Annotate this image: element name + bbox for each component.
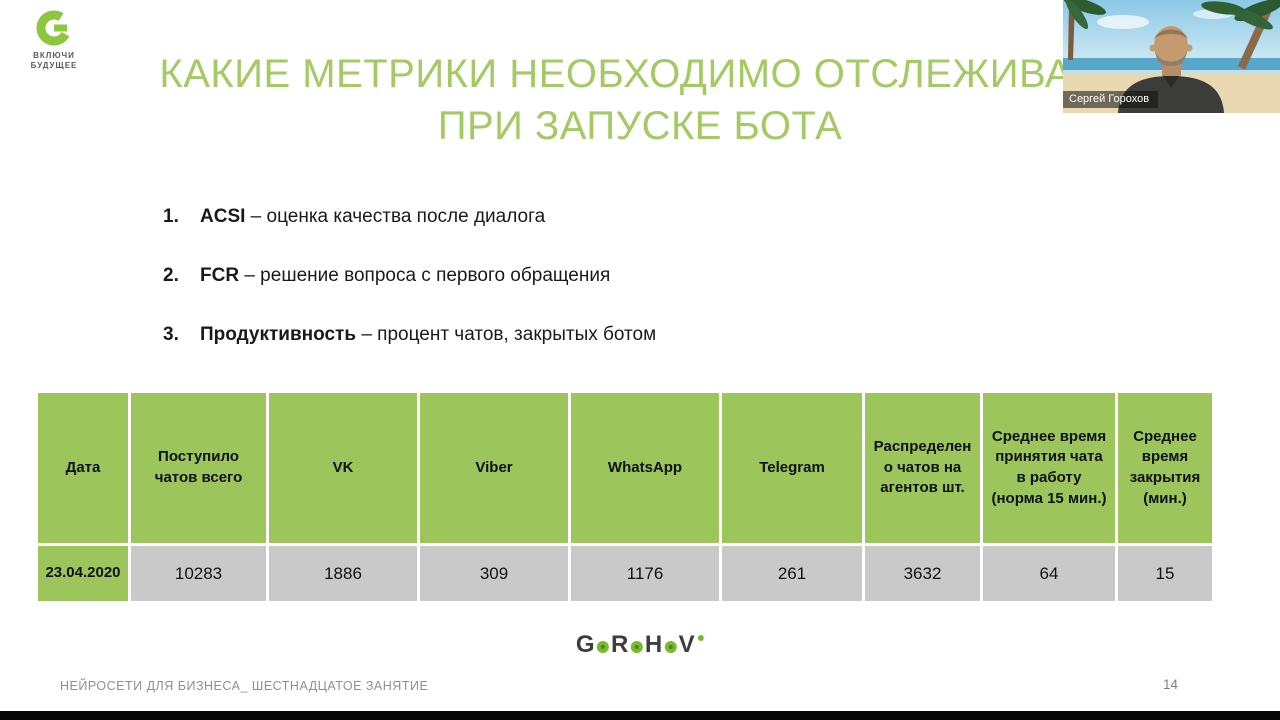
list-item: 2. FCR – решение вопроса с первого обраще… — [163, 265, 656, 287]
table-cell: 64 — [983, 546, 1115, 601]
table-header-cell: Среднее время принятия чата в работу (но… — [983, 393, 1115, 543]
table-header-cell: Среднее время закрытия (мин.) — [1118, 393, 1212, 543]
list-description: – процент чатов, закрытых ботом — [356, 324, 657, 345]
table-header-cell: Поступило чатов всего — [131, 393, 266, 543]
table-header-cell: Распределено чатов на агентов шт. — [865, 393, 980, 543]
slide-title: КАКИЕ МЕТРИКИ НЕОБХОДИМО ОТСЛЕЖИВАТЬ ПРИ… — [0, 48, 1280, 152]
table-cell: 15 — [1118, 546, 1212, 601]
logo-dot-icon — [630, 641, 643, 653]
list-number: 2. — [163, 265, 179, 286]
table-header-cell: Дата — [38, 393, 128, 543]
logo-dot-icon — [664, 641, 677, 653]
brand-text: ВКЛЮЧИ БУДУЩЕЕ — [24, 51, 84, 72]
list-item: 3. Продуктивность – процент чатов, закрыт… — [163, 324, 656, 346]
table-cell: 1176 — [571, 546, 719, 601]
table-cell: 1886 — [269, 546, 417, 601]
table-header-cell: WhatsApp — [571, 393, 719, 543]
brand-line2: БУДУЩЕЕ — [30, 61, 78, 71]
list-item: 1. ACSI – оценка качества после диалога — [163, 206, 656, 228]
slide-title-line1: КАКИЕ МЕТРИКИ НЕОБХОДИМО ОТСЛЕЖИВАТЬ — [159, 52, 1121, 96]
logo-letter: H — [644, 631, 663, 658]
letterbox-bar — [0, 711, 1280, 720]
webcam-tile[interactable]: Сергей Горохов — [1063, 0, 1280, 113]
table-header-cell: Telegram — [722, 393, 862, 543]
table-cell: 309 — [420, 546, 568, 601]
logo-dot-icon — [596, 641, 609, 653]
slide-title-line2: ПРИ ЗАПУСКЕ БОТА — [437, 104, 843, 148]
list-term: Продуктивность — [200, 324, 357, 345]
table-header-cell: Viber — [420, 393, 568, 543]
list-term: FCR — [200, 265, 240, 286]
gorohov-logo: G R H V — [575, 631, 705, 659]
list-number: 1. — [163, 206, 179, 227]
brand-circle-icon — [36, 10, 72, 46]
logo-letter: V — [678, 631, 696, 658]
page-number: 14 — [1163, 677, 1179, 692]
metrics-table: Дата Поступило чатов всего VK Viber What… — [38, 393, 1212, 601]
brand-line1: ВКЛЮЧИ — [33, 51, 75, 60]
logo-letter: G — [575, 631, 595, 658]
table-cell: 261 — [722, 546, 862, 601]
metrics-list: 1. ACSI – оценка качества после диалога 2… — [163, 206, 656, 383]
participant-name-label: Сергей Горохов — [1063, 91, 1159, 108]
list-term: ACSI — [200, 206, 246, 227]
list-description: – оценка качества после диалога — [245, 206, 546, 227]
logo-accent-dot-icon — [698, 635, 705, 641]
logo-letter: R — [610, 631, 629, 658]
table-cell: 10283 — [131, 546, 266, 601]
table-cell-date: 23.04.2020 — [38, 546, 128, 601]
list-number: 3. — [163, 324, 179, 345]
table-header-cell: VK — [269, 393, 417, 543]
table-cell: 3632 — [865, 546, 980, 601]
list-description: – решение вопроса с первого обращения — [239, 265, 611, 286]
footer-course-title: НЕЙРОСЕТИ ДЛЯ БИЗНЕСА_ ШЕСТНАДЦАТОЕ ЗАНЯ… — [60, 679, 429, 693]
brand-logo: ВКЛЮЧИ БУДУЩЕЕ — [24, 8, 84, 72]
